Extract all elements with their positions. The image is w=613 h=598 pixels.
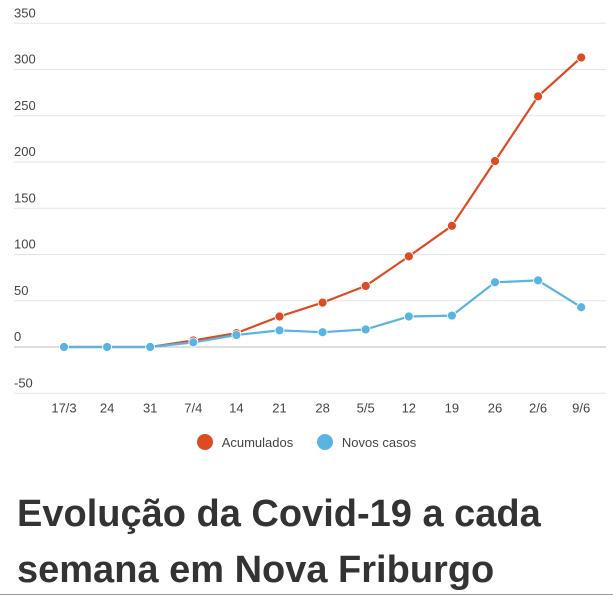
y-tick-label: 350 (14, 5, 36, 20)
data-point[interactable] (576, 52, 587, 63)
data-point[interactable] (274, 311, 285, 322)
x-tick-label: 14 (229, 400, 243, 415)
data-point[interactable] (102, 342, 112, 352)
x-tick-label: 5/5 (357, 400, 375, 415)
x-tick-label: 21 (272, 400, 286, 415)
y-tick-label: 0 (14, 329, 21, 344)
x-tick-label: 19 (445, 400, 459, 415)
x-tick-label: 24 (100, 400, 114, 415)
x-tick-label: 12 (402, 400, 416, 415)
data-point[interactable] (317, 327, 328, 338)
y-tick-label: 300 (14, 52, 36, 67)
series-acumulados (59, 52, 587, 352)
legend-label-novos-casos: Novos casos (341, 434, 417, 450)
data-point[interactable] (403, 311, 414, 322)
data-point[interactable] (59, 342, 69, 352)
y-tick-label: 150 (14, 190, 36, 205)
y-tick-label: -50 (14, 375, 33, 390)
data-point[interactable] (490, 277, 500, 288)
data-point[interactable] (533, 91, 543, 102)
x-tick-label: 7/4 (184, 400, 202, 415)
data-point[interactable] (360, 324, 371, 335)
series-lines (59, 52, 587, 352)
x-tick-label: 31 (143, 400, 157, 415)
y-tick-label: 250 (14, 98, 36, 113)
data-point[interactable] (145, 342, 156, 352)
data-point[interactable] (403, 251, 414, 262)
data-point[interactable] (446, 310, 457, 321)
data-point[interactable] (576, 302, 587, 313)
line-chart: -50 0 50 100 150 200 250 300 350 17/3 24 31 7/4 14 21… (14, 5, 606, 415)
x-tick-label: 17/3 (51, 400, 76, 415)
headline: Evolução da Covid-19 a cada semana em No… (17, 493, 541, 591)
data-point[interactable] (446, 220, 457, 231)
data-point[interactable] (533, 275, 543, 286)
legend-swatch-novos-casos (316, 434, 333, 450)
y-tick-label: 50 (14, 283, 28, 298)
chart-legend: Acumulados Novos casos (0, 434, 613, 453)
x-tick-label: 9/6 (572, 400, 590, 415)
data-point[interactable] (317, 297, 328, 308)
data-point[interactable] (231, 330, 242, 340)
y-tick-label: 200 (14, 144, 36, 159)
y-axis-ticks: -50 0 50 100 150 200 250 300 350 (14, 5, 36, 390)
bottom-divider (0, 594, 613, 595)
data-point[interactable] (188, 337, 199, 348)
series-novos-casos (59, 275, 587, 352)
data-point[interactable] (360, 281, 371, 291)
grid-lines (14, 22, 606, 394)
legend-item-novos-casos[interactable]: Novos casos (316, 434, 417, 450)
x-tick-label: 28 (315, 400, 329, 415)
legend-label-acumulados: Acumulados (221, 434, 294, 450)
y-tick-label: 100 (14, 237, 36, 252)
x-tick-label: 26 (488, 400, 502, 415)
x-axis-ticks: 17/3 24 31 7/4 14 21 28 5/5 12 19 26 2/6 9/6 (51, 400, 590, 415)
legend-swatch-acumulados (196, 434, 213, 450)
data-point[interactable] (490, 156, 500, 166)
data-point[interactable] (274, 325, 285, 336)
x-tick-label: 2/6 (529, 400, 547, 415)
legend-item-acumulados[interactable]: Acumulados (196, 434, 294, 450)
